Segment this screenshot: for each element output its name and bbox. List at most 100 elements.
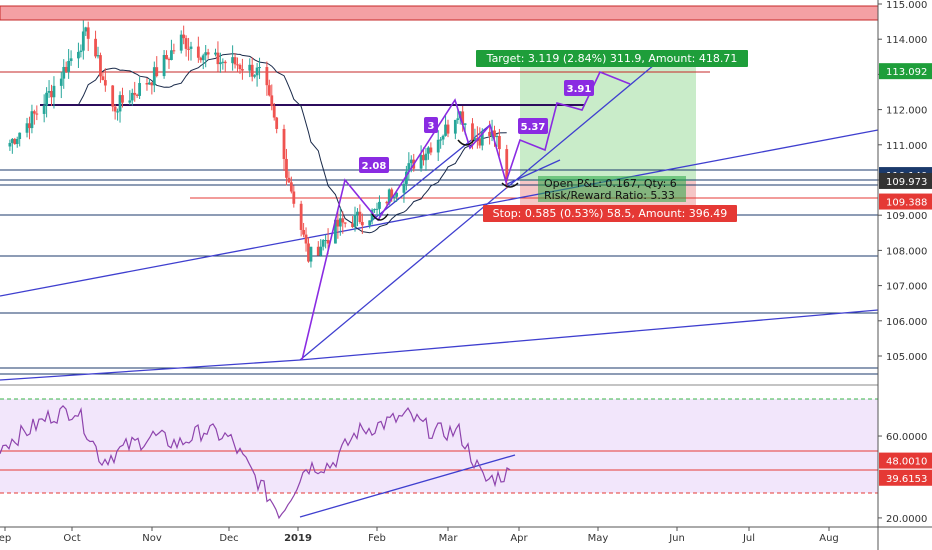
candle — [304, 227, 308, 252]
candle-body — [84, 27, 88, 32]
candle — [275, 116, 279, 134]
candle — [338, 207, 342, 236]
time-tick-label: Nov — [142, 533, 162, 544]
candle-body — [299, 203, 303, 230]
candle-body — [427, 147, 430, 154]
candle — [321, 239, 325, 251]
candle — [223, 60, 227, 72]
candle-body — [216, 52, 220, 65]
rsi-axis-ticks: 60.0000 20.0000 — [878, 432, 927, 525]
candle-body — [196, 46, 200, 58]
target-label: Target: 3.119 (2.84%) 311.9, Amount: 418… — [476, 50, 748, 67]
candle-body — [101, 76, 105, 81]
candle-body — [47, 90, 51, 93]
trendline-steep — [299, 59, 661, 361]
time-tick-label: Mar — [439, 533, 459, 544]
candle-body — [304, 234, 308, 244]
candle — [214, 48, 217, 57]
candle — [189, 41, 193, 61]
candle-body — [79, 50, 83, 52]
time-tick-label: 2019 — [284, 533, 312, 544]
candle — [45, 87, 49, 118]
candle — [289, 176, 293, 194]
candle — [206, 48, 210, 59]
svg-text:5.37: 5.37 — [521, 122, 546, 133]
candle-body — [52, 85, 56, 98]
candle-body — [444, 124, 447, 136]
candle — [456, 109, 460, 124]
candle-body — [265, 67, 269, 86]
candle-body — [15, 138, 19, 145]
candle-body — [69, 58, 73, 62]
candle — [480, 128, 484, 151]
time-tick-label: ep — [0, 533, 11, 544]
price-tick-label: 109.000 — [886, 211, 927, 222]
candle-body — [118, 95, 122, 112]
candle — [358, 204, 362, 224]
candle — [309, 246, 313, 268]
candle — [285, 148, 288, 186]
candle-body — [113, 106, 117, 112]
candle-body — [130, 92, 134, 101]
candle — [13, 137, 17, 145]
candle — [395, 191, 399, 202]
candle — [148, 78, 151, 85]
candle-body — [199, 57, 203, 61]
candle-body — [282, 128, 286, 159]
candle — [236, 57, 239, 72]
candle-body — [392, 196, 396, 198]
svg-text:2.08: 2.08 — [362, 161, 387, 172]
candle-body — [456, 118, 460, 120]
candle — [196, 36, 200, 63]
candle — [255, 62, 259, 87]
candle-body — [478, 138, 482, 146]
candle — [307, 237, 310, 263]
candle-body — [292, 191, 296, 204]
candle — [150, 81, 154, 95]
candle — [201, 53, 205, 70]
candle — [111, 85, 115, 112]
rsi-band — [0, 399, 878, 493]
candle-body — [13, 138, 17, 145]
candle — [272, 103, 276, 121]
candle — [497, 128, 501, 157]
candle — [356, 208, 359, 227]
price-tag — [879, 172, 932, 189]
candle — [238, 63, 242, 74]
candle — [316, 241, 320, 256]
candle-body — [116, 111, 119, 113]
candle-body — [182, 34, 186, 39]
swing-low-arc-1 — [371, 213, 389, 221]
candle-body — [81, 31, 85, 51]
candle-body — [250, 64, 254, 77]
svg-text:3: 3 — [428, 121, 435, 132]
candle-body — [170, 50, 173, 60]
candle-body — [402, 183, 406, 193]
candle — [444, 115, 447, 137]
price-tag-label: 109.973 — [886, 177, 927, 188]
price-tag — [879, 193, 932, 210]
svg-text:Target: 3.119 (2.84%) 311.9, A: Target: 3.119 (2.84%) 311.9, Amount: 418… — [486, 52, 738, 65]
candle-body — [214, 52, 217, 55]
rsi-level-label: 48.0010 — [886, 457, 927, 468]
candle — [248, 58, 252, 78]
candle — [101, 72, 105, 81]
candle-body — [201, 55, 205, 61]
candle-body — [99, 55, 102, 77]
time-axis-ticks[interactable]: ep Oct Nov Dec 2019 Feb Mar Apr May Jun Jul Aug — [0, 527, 839, 544]
candle-body — [45, 92, 49, 106]
price-tick-label: 107.000 — [886, 282, 927, 293]
candle-body — [221, 61, 225, 63]
candle — [441, 134, 445, 146]
candle-body — [463, 123, 467, 125]
candle — [287, 171, 291, 183]
svg-text:Risk/Reward Ratio: 5.33: Risk/Reward Ratio: 5.33 — [544, 189, 675, 202]
price-tag-label: 113.092 — [886, 67, 927, 78]
price-tick-label: 108.000 — [886, 246, 927, 257]
candle-body — [25, 123, 29, 133]
candle-body — [133, 92, 137, 95]
candle — [152, 61, 156, 93]
candle — [446, 119, 450, 138]
